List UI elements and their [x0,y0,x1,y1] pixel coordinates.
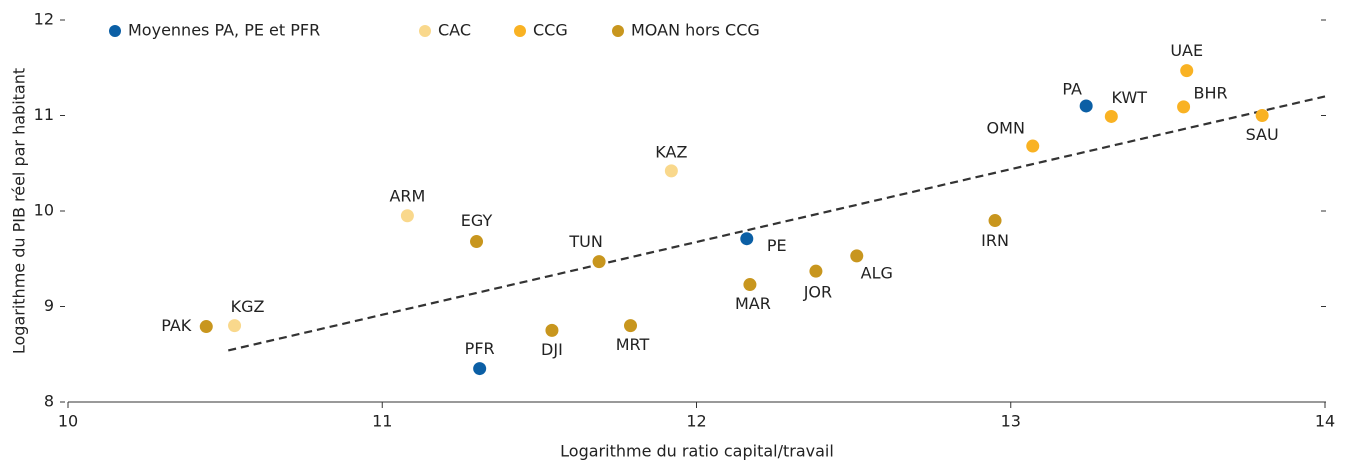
point [228,319,242,333]
legend-marker [514,25,526,37]
point-label: EGY [461,211,493,230]
point-label: OMN [987,119,1025,138]
point-label: MAR [735,294,771,313]
point-label: KAZ [655,142,687,161]
point-label: ALG [861,263,893,282]
x-tick-label: 13 [1001,412,1021,431]
legend-label: Moyennes PA, PE et PFR [128,21,320,40]
point-label: ARM [389,186,425,205]
point [1177,100,1191,114]
point [740,232,754,246]
point-label: UAE [1170,41,1203,60]
point-label: PFR [465,339,495,358]
point [988,214,1002,228]
y-tick-label: 12 [34,10,54,29]
y-axis-label: Logarithme du PIB réel par habitant [10,68,29,354]
point-label: PAK [161,316,192,335]
x-tick-label: 10 [58,412,78,431]
point [743,278,757,292]
point-label: BHR [1194,83,1228,102]
point [624,319,638,333]
point [1255,109,1269,122]
y-tick-label: 8 [44,392,54,411]
point [545,323,559,337]
y-tick-label: 9 [44,296,54,315]
point-label: KWT [1112,88,1148,107]
point [1180,64,1194,78]
legend-marker [109,25,121,37]
point-label: KGZ [231,297,265,316]
point-label: JOR [803,283,832,302]
point-label: PE [767,236,787,255]
trend-line [228,95,1326,352]
point-label: MRT [616,335,650,354]
legend-label: CCG [533,21,568,40]
point [664,164,678,178]
point [400,209,414,223]
point [850,249,864,263]
point-label: SAU [1246,125,1279,144]
y-tick-label: 10 [34,201,54,220]
legend-marker [612,25,624,37]
legend-marker [419,25,431,37]
point [592,255,606,269]
point [1079,99,1093,113]
point [470,235,484,249]
x-tick-label: 12 [686,412,706,431]
point [1104,109,1118,123]
x-tick-label: 11 [372,412,392,431]
x-axis-label: Logarithme du ratio capital/travail [560,442,834,461]
point [199,320,213,334]
point-label: IRN [981,231,1009,250]
point-label: TUN [568,232,602,251]
point [809,264,823,278]
legend-label: MOAN hors CCG [631,21,760,40]
legend-label: CAC [438,21,471,40]
x-tick-label: 14 [1315,412,1335,431]
point-label: PA [1062,79,1082,98]
y-tick-label: 11 [34,105,54,124]
point-label: DJI [541,340,563,359]
point [1026,139,1040,153]
point [473,362,487,376]
